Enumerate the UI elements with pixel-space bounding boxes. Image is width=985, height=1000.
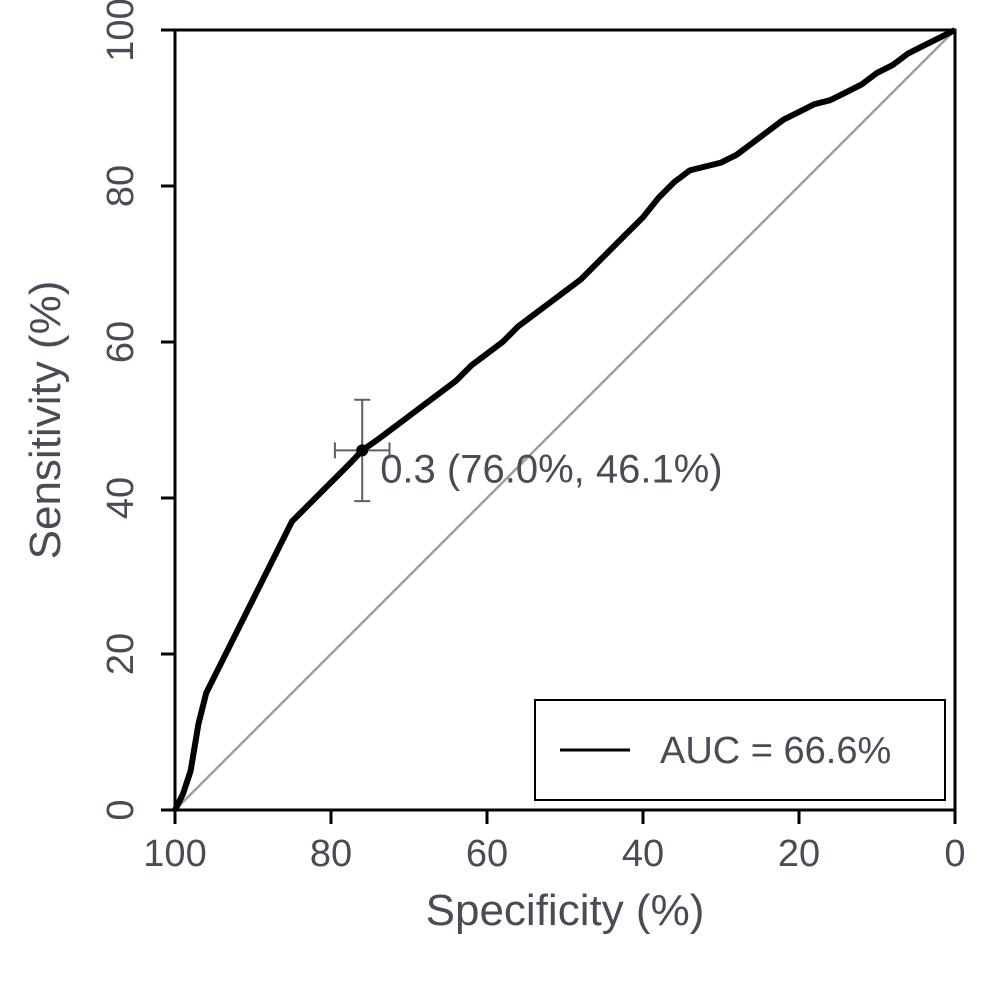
x-axis-label: Specificity (%) bbox=[426, 886, 705, 935]
x-tick-label: 20 bbox=[778, 833, 820, 875]
optimal-point-annotation: 0.3 (76.0%, 46.1%) bbox=[380, 447, 722, 491]
x-tick-label: 80 bbox=[310, 833, 352, 875]
y-axis-label: Sensitivity (%) bbox=[21, 281, 70, 560]
x-tick-label: 0 bbox=[944, 833, 965, 875]
x-tick-label: 100 bbox=[143, 833, 206, 875]
y-tick-label: 80 bbox=[100, 165, 142, 207]
roc-chart-svg: 100 80 60 40 20 0 0 20 40 60 80 100 Specificity (%) S… bbox=[0, 0, 985, 1000]
legend-label: AUC = 66.6% bbox=[660, 730, 891, 772]
y-tick-label: 20 bbox=[100, 633, 142, 675]
x-tick-label: 40 bbox=[622, 833, 664, 875]
y-tick-label: 0 bbox=[100, 799, 142, 820]
y-tick-label: 100 bbox=[100, 0, 142, 62]
y-tick-label: 60 bbox=[100, 321, 142, 363]
roc-chart-container: 100 80 60 40 20 0 0 20 40 60 80 100 Specificity (%) S… bbox=[0, 0, 985, 1000]
optimal-point-marker bbox=[356, 444, 368, 456]
y-tick-label: 40 bbox=[100, 477, 142, 519]
x-tick-label: 60 bbox=[466, 833, 508, 875]
